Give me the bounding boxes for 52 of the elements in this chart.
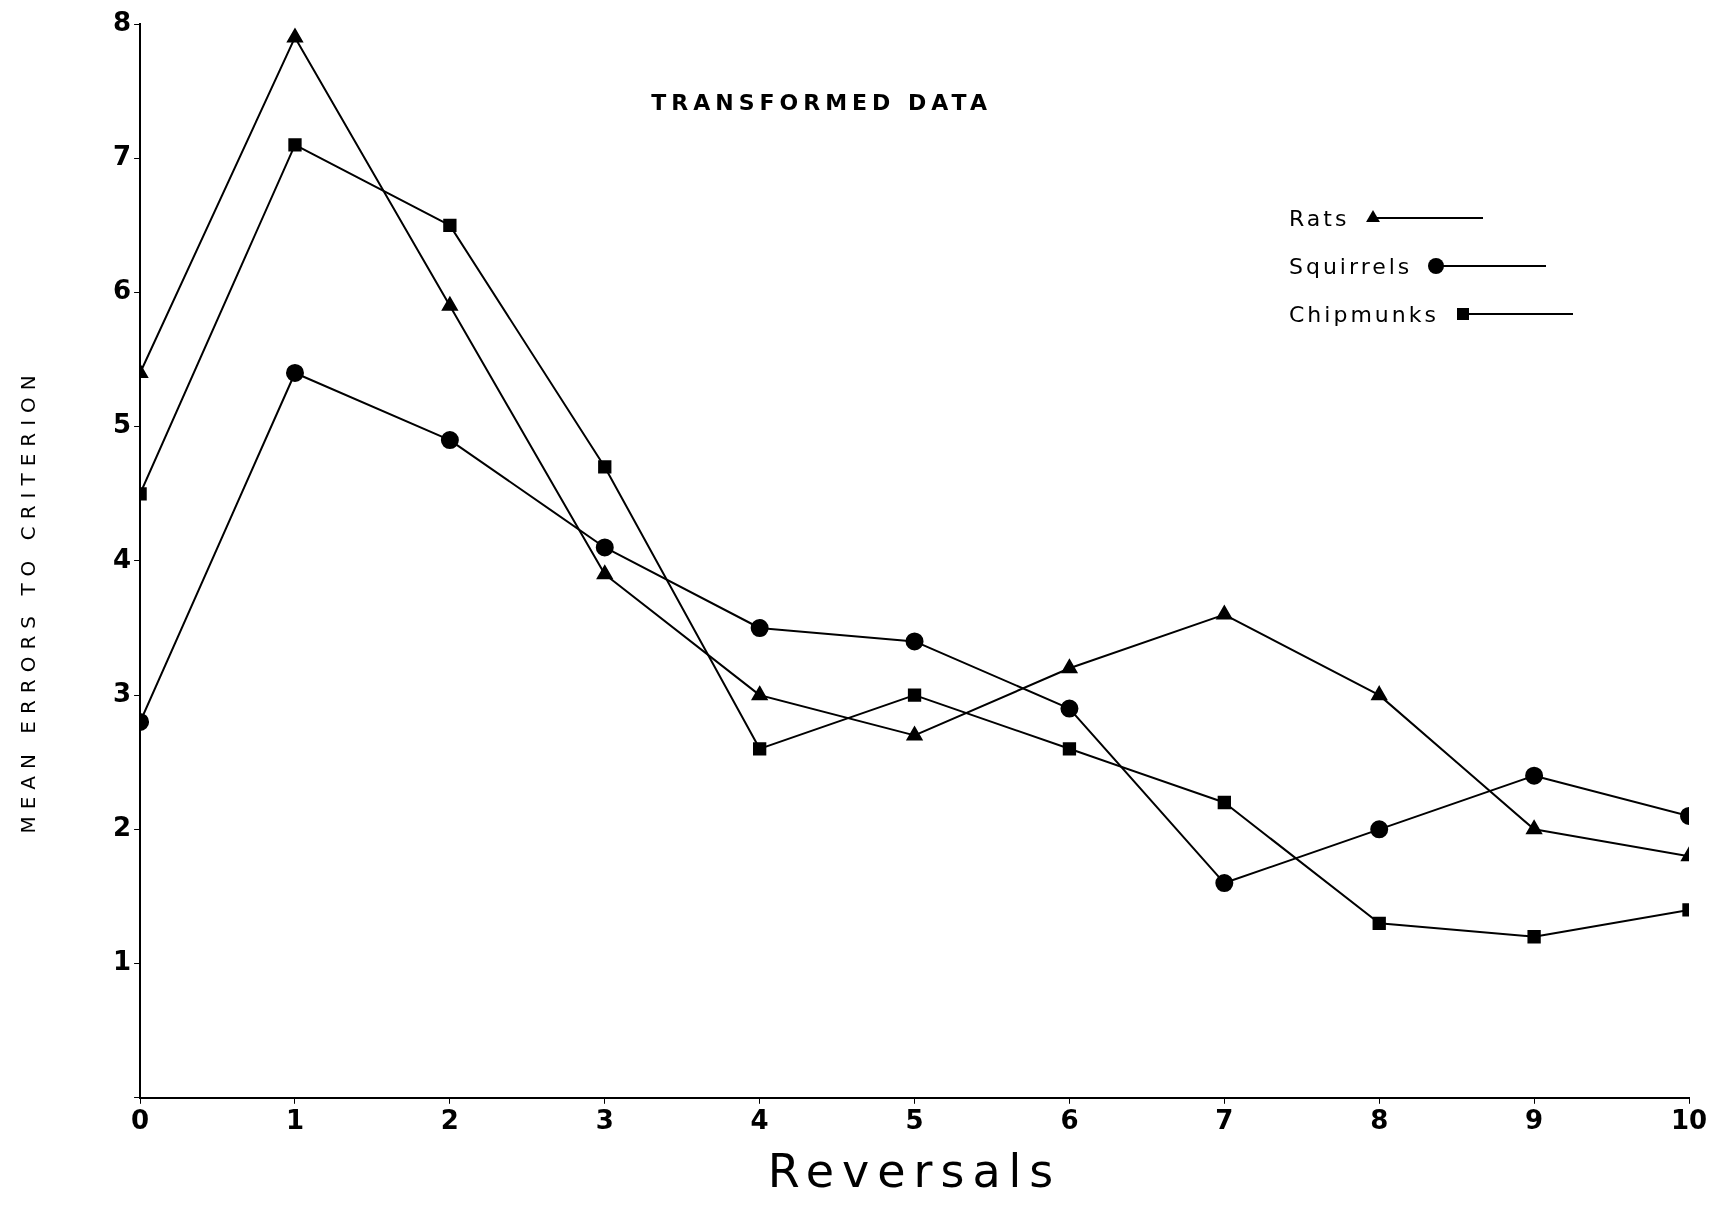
y-tick-label: 8: [113, 6, 132, 37]
legend-label: Squirrels: [1289, 253, 1413, 279]
x-tick-label: 4: [750, 1105, 769, 1136]
y-tick-label: 6: [113, 275, 132, 306]
point: [1372, 916, 1386, 930]
point: [1527, 930, 1541, 944]
point: [441, 296, 458, 311]
point: [1525, 766, 1544, 785]
point: [288, 138, 302, 152]
y-tick-label: 5: [113, 409, 132, 440]
y-tick-label: 7: [113, 140, 132, 171]
x-tick-label: 7: [1215, 1105, 1234, 1136]
text: TRANSFORMED DATA: [651, 89, 992, 115]
y-tick-label: 3: [113, 677, 132, 708]
point: [753, 742, 767, 756]
y-tick-label: 2: [113, 812, 132, 843]
point: [596, 565, 613, 580]
point: [287, 28, 303, 43]
point: [1217, 795, 1231, 810]
legend-label: Chipmunks: [1289, 301, 1439, 327]
point: [907, 688, 922, 702]
point: [750, 619, 769, 638]
x-tick-label: 9: [1525, 1105, 1544, 1136]
point: [1216, 605, 1233, 620]
point: [751, 686, 768, 701]
point: [1060, 699, 1079, 718]
point: [1371, 686, 1388, 701]
point: [440, 431, 459, 450]
point: [906, 726, 923, 741]
x-tick-label: 1: [285, 1105, 305, 1136]
point: [598, 460, 612, 474]
point: [1062, 742, 1077, 756]
point: [1370, 820, 1389, 839]
legend-label: Rats: [1289, 205, 1350, 231]
x-tick-label: 3: [595, 1105, 614, 1136]
x-tick-label: 8: [1370, 1105, 1389, 1136]
x-tick-label: 2: [440, 1105, 459, 1136]
x-tick-label: 10: [1670, 1105, 1708, 1136]
y-axis-title: MEAN ERRORS TO CRITERION: [16, 368, 41, 834]
point: [443, 218, 457, 232]
y-tick-label: 1: [113, 946, 132, 977]
point: [1526, 820, 1543, 835]
x-tick-label: 6: [1060, 1105, 1079, 1136]
x-tick-label: 0: [131, 1105, 150, 1136]
x-tick-label: 5: [905, 1105, 924, 1136]
x-axis-title: Reversals: [767, 1143, 1062, 1198]
point: [595, 538, 614, 557]
y-tick-label: 4: [113, 543, 132, 574]
point: [285, 363, 304, 382]
point: [905, 632, 924, 651]
point: [1215, 874, 1234, 893]
point: [1061, 659, 1078, 674]
